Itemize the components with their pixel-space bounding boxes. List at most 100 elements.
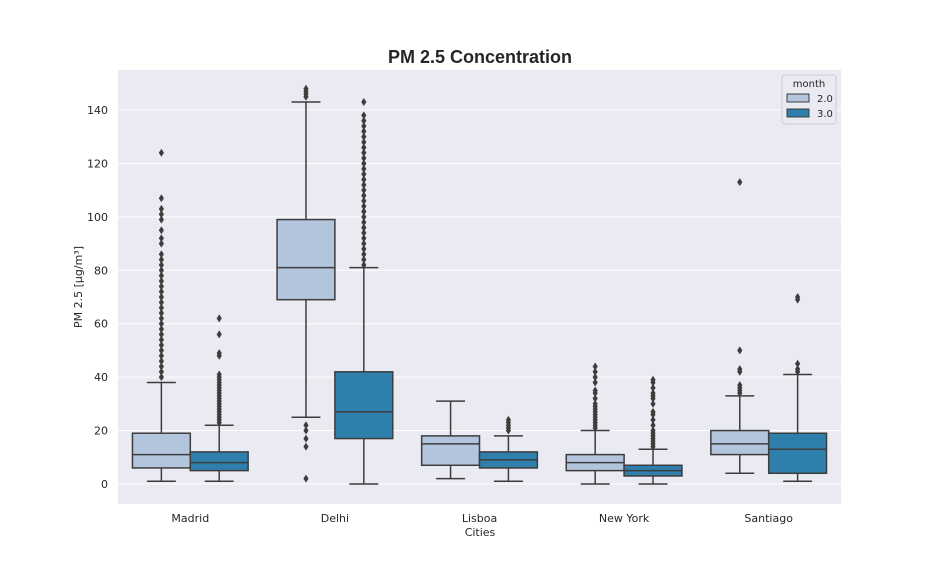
outlier-point — [361, 260, 367, 269]
outlier-point — [650, 421, 656, 430]
outlier-point — [650, 399, 656, 408]
outlier-point — [361, 111, 367, 120]
outlier-point — [361, 202, 367, 211]
outlier-point — [216, 349, 222, 358]
outlier-point — [592, 386, 598, 395]
outlier-point — [158, 266, 164, 275]
outlier-point — [158, 282, 164, 291]
outlier-point — [158, 362, 164, 371]
outlier-point — [158, 234, 164, 243]
outlier-point — [158, 226, 164, 235]
y-tick-label: 60 — [94, 318, 108, 331]
x-tick-label: New York — [599, 512, 650, 525]
outlier-point — [158, 319, 164, 328]
chart-title: PM 2.5 Concentration — [388, 47, 572, 67]
outlier-point — [361, 239, 367, 248]
outlier-point — [795, 365, 801, 374]
outlier-point — [361, 212, 367, 221]
y-tick-label: 20 — [94, 425, 108, 438]
outlier-point — [158, 330, 164, 339]
box-iqr — [131, 432, 192, 469]
outlier-point — [158, 194, 164, 203]
gridlines — [118, 109, 841, 485]
outlier-point — [303, 421, 309, 430]
x-tick-label: Lisboa — [462, 512, 497, 525]
boxes — [131, 84, 828, 485]
outlier-point — [592, 378, 598, 387]
outlier-point — [158, 204, 164, 213]
outlier-point — [216, 314, 222, 323]
outlier-point — [650, 375, 656, 384]
box-iqr — [189, 451, 249, 472]
outlier-point — [361, 228, 367, 237]
y-tick-label: 140 — [87, 104, 108, 117]
legend-label-3-0: 3.0 — [817, 109, 833, 120]
x-tick-label: Delhi — [321, 512, 349, 525]
outlier-point — [650, 426, 656, 435]
outlier-point — [361, 154, 367, 163]
outlier-point — [795, 359, 801, 368]
outlier-point — [158, 287, 164, 296]
outlier-point — [158, 276, 164, 285]
outlier-point — [361, 207, 367, 216]
outlier-point — [158, 314, 164, 323]
outlier-point — [158, 148, 164, 157]
outlier-point — [361, 164, 367, 173]
legend-swatch-2-0 — [786, 93, 810, 103]
box-iqr — [767, 432, 828, 475]
outlier-point — [158, 351, 164, 360]
outlier-point — [158, 335, 164, 344]
outlier-point — [361, 223, 367, 232]
legend: month 2.0 3.0 — [781, 74, 837, 125]
outlier-point — [158, 255, 164, 264]
outlier-point — [505, 415, 512, 424]
outlier-point — [158, 373, 164, 382]
outlier-point — [650, 415, 656, 424]
outlier-point — [737, 381, 743, 390]
legend-title: month — [793, 79, 825, 90]
y-tick-label: 120 — [87, 157, 108, 170]
y-tick-labels: 0 20 40 60 80 100 120 140 — [87, 104, 108, 491]
legend-label-2-0: 2.0 — [817, 94, 833, 105]
outlier-point — [303, 474, 309, 483]
outlier-point — [158, 357, 164, 366]
outlier-point — [361, 122, 367, 131]
outlier-point — [303, 434, 309, 443]
outlier-point — [158, 341, 164, 350]
outlier-point — [361, 255, 367, 264]
outlier-point — [361, 191, 367, 200]
outlier-point — [361, 234, 367, 243]
outlier-point — [303, 442, 309, 451]
outlier-point — [158, 367, 164, 376]
outlier-point — [158, 271, 164, 280]
outlier-point — [361, 175, 367, 184]
outlier-point — [158, 250, 164, 259]
outlier-point — [361, 132, 367, 141]
outlier-point — [592, 399, 598, 408]
box-iqr — [334, 371, 394, 440]
outlier-point — [361, 244, 367, 253]
outlier-point — [303, 84, 309, 93]
outlier-point — [592, 367, 598, 376]
y-axis-label: PM 2.5 [µg/m³] — [72, 246, 85, 328]
box-iqr — [710, 429, 770, 456]
outlier-point — [737, 365, 743, 374]
outlier-point — [361, 138, 367, 147]
y-tick-label: 80 — [94, 264, 108, 277]
outlier-point — [650, 383, 656, 392]
outlier-point — [361, 159, 367, 168]
outlier-point — [650, 389, 656, 398]
outlier-point — [158, 325, 164, 334]
outlier-point — [361, 143, 367, 152]
box-iqr — [276, 218, 336, 301]
outlier-point — [795, 293, 801, 302]
outlier-point — [361, 218, 367, 227]
outlier-point — [361, 127, 367, 136]
x-axis-label: Cities — [465, 526, 496, 539]
outlier-point — [158, 215, 164, 224]
outlier-point — [361, 116, 367, 125]
y-tick-label: 100 — [87, 211, 108, 224]
outlier-point — [216, 330, 222, 339]
outlier-point — [216, 370, 222, 379]
